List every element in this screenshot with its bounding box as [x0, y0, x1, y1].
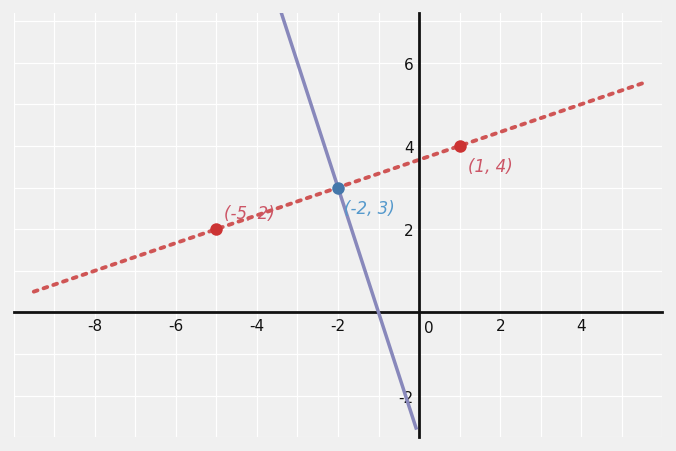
Text: (1, 4): (1, 4): [468, 157, 512, 175]
Text: (-5, 2): (-5, 2): [224, 204, 275, 222]
Text: (-2, 3): (-2, 3): [344, 199, 395, 217]
Text: 0: 0: [424, 320, 433, 335]
